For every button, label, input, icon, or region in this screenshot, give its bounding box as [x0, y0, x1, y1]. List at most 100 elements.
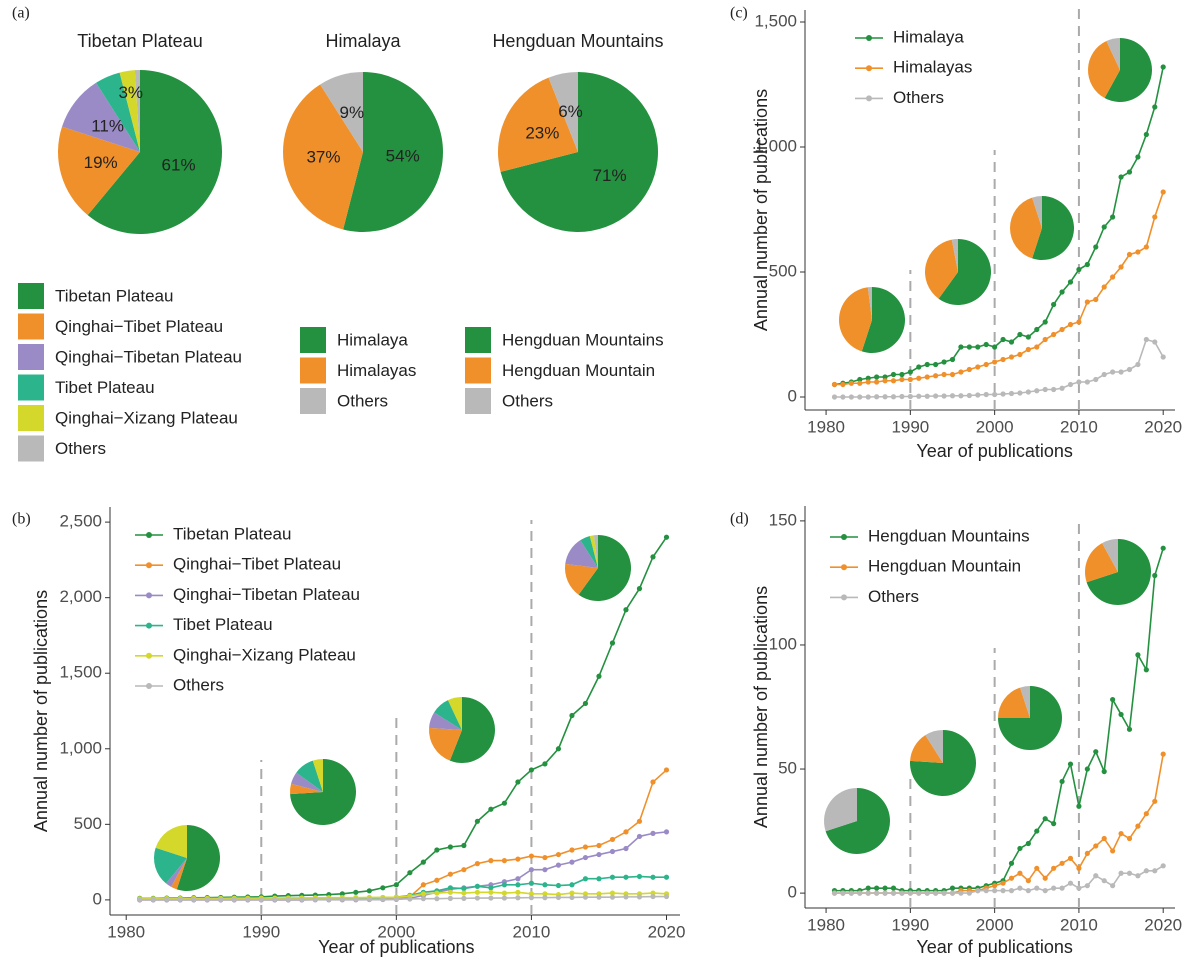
inset-slice: [449, 697, 495, 763]
x-tick-label: 1990: [891, 417, 929, 436]
inset-slice: [429, 727, 462, 761]
data-point: [1034, 388, 1040, 394]
panel-label: (d): [730, 511, 749, 528]
y-tick-label: 0: [788, 386, 797, 405]
data-point: [890, 394, 897, 400]
data-point: [1143, 811, 1149, 817]
y-tick-label: 0: [93, 889, 102, 908]
series-line: [139, 536, 668, 900]
data-point: [992, 883, 998, 889]
data-point: [1076, 803, 1082, 809]
data-point: [924, 393, 930, 399]
legend-label: Others: [868, 587, 919, 606]
legend-swatch: [465, 357, 491, 384]
data-point: [882, 394, 888, 400]
data-point: [941, 890, 947, 896]
inset-slice: [938, 239, 991, 306]
data-point: [933, 890, 939, 896]
data-point: [1076, 865, 1082, 871]
data-point: [1110, 274, 1116, 280]
inset-slice: [593, 535, 598, 568]
slice-label: 37%: [306, 148, 340, 167]
data-point: [848, 394, 854, 400]
inset-slice: [165, 858, 187, 887]
x-tick-label: 1990: [891, 915, 929, 934]
data-point: [941, 359, 947, 365]
data-point: [1118, 174, 1124, 180]
legend-label: Himalayas: [337, 361, 416, 380]
series-line: [834, 66, 1164, 386]
data-point: [1152, 572, 1158, 579]
data-point: [1008, 860, 1015, 866]
data-point: [488, 858, 494, 864]
data-point: [1126, 835, 1133, 842]
data-point: [857, 394, 863, 400]
data-point: [949, 393, 956, 399]
inset-slice: [434, 700, 462, 730]
data-point: [515, 856, 521, 862]
data-point: [582, 700, 589, 707]
slice-label: 71%: [593, 166, 627, 185]
inset-slice: [861, 287, 905, 354]
data-point: [983, 888, 989, 894]
data-point: [1059, 885, 1065, 891]
data-point: [528, 891, 535, 897]
pie-slice: [283, 84, 363, 230]
data-point: [1152, 214, 1158, 220]
x-axis-title: Year of publications: [916, 441, 1072, 461]
data-point: [992, 888, 998, 894]
data-point: [1118, 870, 1124, 876]
data-point: [636, 894, 643, 900]
data-point: [501, 895, 508, 901]
data-point: [874, 379, 880, 385]
data-point: [1126, 870, 1133, 876]
data-point: [1025, 878, 1031, 884]
data-point: [933, 393, 939, 399]
y-axis-title: Annual number of publications: [31, 590, 51, 832]
data-point: [882, 885, 888, 891]
data-point: [569, 847, 575, 853]
data-point: [924, 374, 930, 380]
legend-swatch: [18, 435, 44, 462]
y-axis-title: Annual number of publications: [751, 89, 771, 331]
slice-label: 11%: [91, 116, 124, 135]
data-point: [663, 893, 670, 900]
data-point: [1017, 351, 1023, 358]
data-point: [231, 896, 237, 903]
data-point: [326, 896, 332, 903]
data-point: [924, 890, 930, 896]
inset-slice: [1106, 38, 1120, 70]
data-point: [916, 375, 922, 381]
data-point: [542, 854, 548, 861]
data-point: [1034, 326, 1040, 333]
data-point: [924, 361, 930, 368]
data-point: [366, 888, 372, 894]
inset-slice: [925, 730, 943, 763]
slice-label: 19%: [84, 153, 118, 172]
data-point: [1118, 830, 1124, 837]
data-point: [353, 896, 359, 902]
data-point: [1025, 888, 1031, 894]
legend-label: Hengduan Mountains: [502, 330, 664, 349]
data-point: [1025, 346, 1031, 353]
x-tick-label: 2000: [976, 915, 1014, 934]
legend-dot: [841, 534, 847, 540]
legend-label: Tibetan Plateau: [55, 286, 173, 305]
data-point: [958, 369, 964, 375]
data-point: [515, 779, 521, 785]
data-point: [650, 874, 656, 880]
legend-dot: [841, 594, 847, 601]
data-point: [1093, 843, 1099, 849]
legend-dot: [146, 683, 152, 689]
y-tick-label: 0: [788, 883, 797, 902]
data-point: [1152, 798, 1158, 804]
data-point: [177, 896, 183, 903]
legend-swatch: [18, 344, 44, 370]
data-point: [569, 882, 575, 888]
data-point: [1110, 848, 1116, 854]
legend-label: Tibet Plateau: [173, 615, 273, 634]
data-point: [164, 896, 170, 903]
data-point: [958, 890, 964, 896]
data-point: [245, 896, 251, 903]
data-point: [1152, 104, 1158, 110]
